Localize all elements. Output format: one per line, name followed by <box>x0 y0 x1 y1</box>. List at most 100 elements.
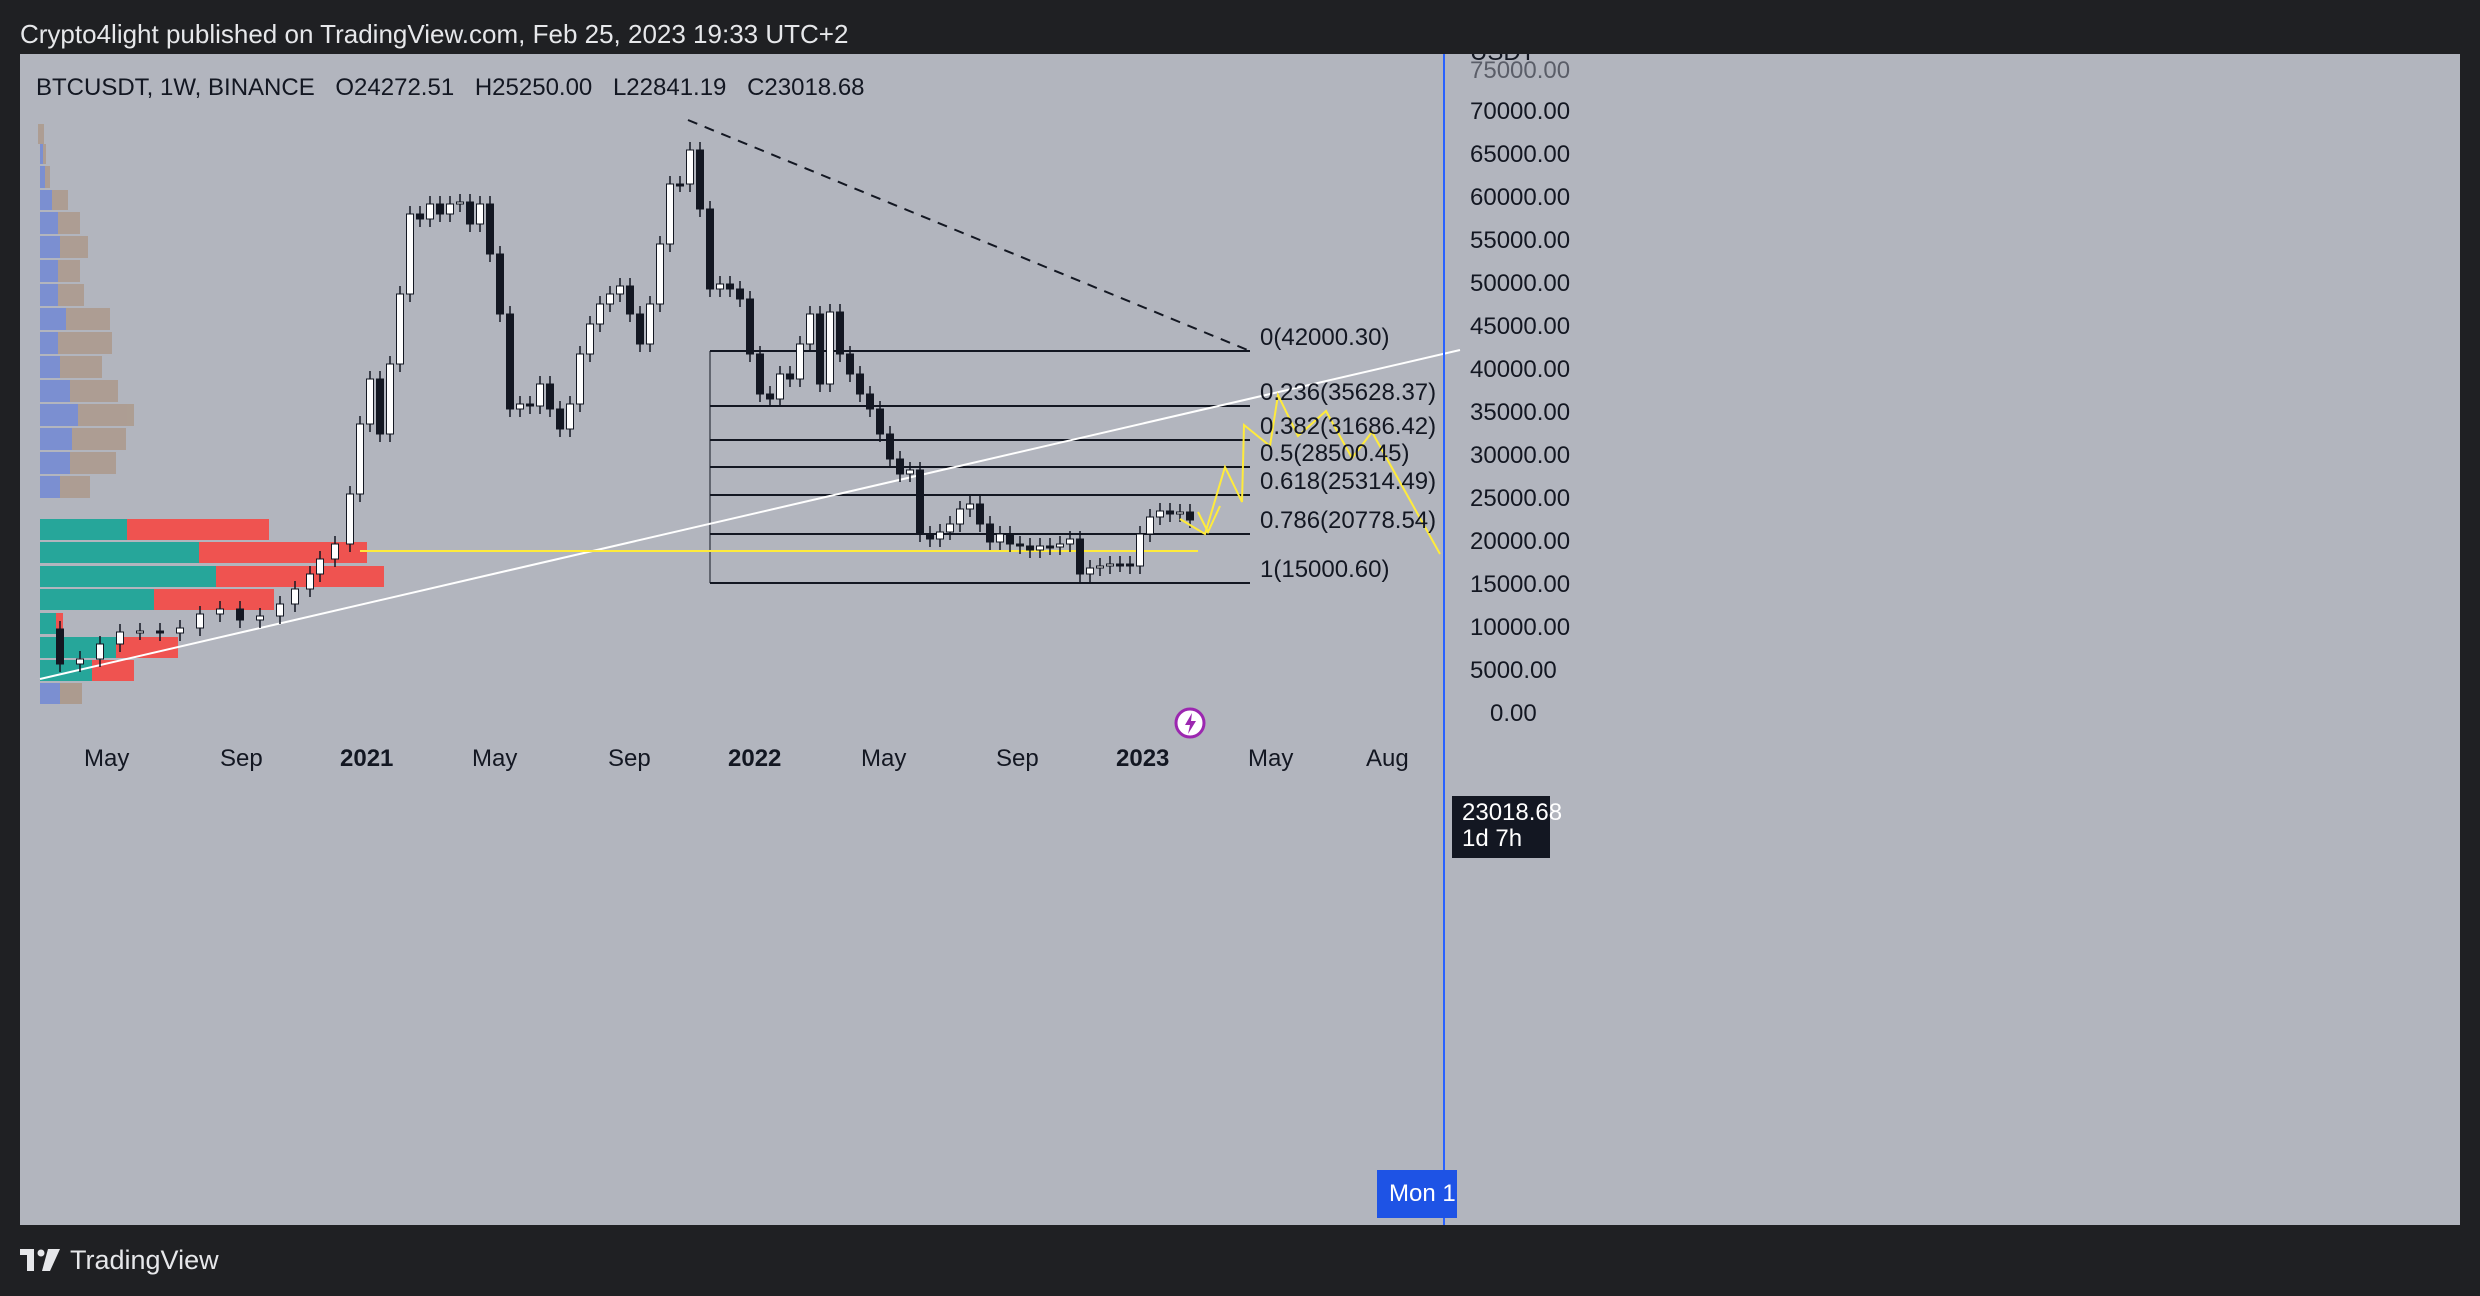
projection-path[interactable] <box>1179 391 1441 555</box>
candle-body <box>796 343 804 380</box>
price-tick: 50000.00 <box>1470 270 1570 297</box>
candle-body <box>466 201 474 225</box>
fib-label-236: 0.236(35628.37) <box>1260 379 1436 406</box>
candle-body <box>836 311 844 355</box>
candle-body <box>786 373 794 380</box>
candle-body <box>636 313 644 345</box>
candle-body <box>986 523 994 543</box>
time-label: May <box>84 745 129 772</box>
chart-frame[interactable]: 0(42000.30) 0.236(35628.37) 0.382(31686.… <box>20 54 2460 1225</box>
fib-trend-dashed-line[interactable] <box>687 119 1251 352</box>
candle-body <box>676 183 684 187</box>
candle-body <box>1056 543 1064 548</box>
fib-labels: 0(42000.30) 0.236(35628.37) 0.382(31686.… <box>1260 324 1436 583</box>
candle-body <box>256 615 264 621</box>
price-tick: 0.00 <box>1490 700 1537 727</box>
candle-body <box>646 303 654 345</box>
candle-body <box>236 608 244 621</box>
candle-body <box>96 643 104 660</box>
candle-body <box>1136 533 1144 567</box>
candle-body <box>736 288 744 300</box>
candle-body <box>1106 563 1114 567</box>
candle-body <box>726 283 734 290</box>
time-label: May <box>472 745 517 772</box>
candle-body <box>306 573 314 590</box>
candle-body <box>1036 545 1044 551</box>
projection-start <box>1197 505 1221 535</box>
candle-body <box>396 293 404 365</box>
candle-body <box>1016 543 1024 547</box>
time-label: Aug <box>1366 745 1409 772</box>
fib-label-618: 0.618(25314.49) <box>1260 468 1436 495</box>
candle-body <box>1076 538 1084 575</box>
candle-body <box>406 213 414 295</box>
time-axis[interactable]: May Sep 2021 May Sep 2022 May Sep 2023 M… <box>84 745 1409 772</box>
support-trendline[interactable] <box>39 349 1461 680</box>
symbol-label[interactable]: BTCUSDT, 1W, BINANCE <box>36 74 315 101</box>
fib-lines <box>709 350 1250 584</box>
candle-body <box>1116 563 1124 567</box>
chart-canvas[interactable]: 0(42000.30) 0.236(35628.37) 0.382(31686.… <box>20 54 2460 1225</box>
candle-body <box>376 378 384 435</box>
time-label: 2022 <box>728 745 781 772</box>
candle-body <box>766 393 774 400</box>
candle-body <box>546 383 554 410</box>
candle-body <box>346 493 354 545</box>
candle-body <box>1096 565 1104 569</box>
price-tick: 10000.00 <box>1470 614 1570 641</box>
candle-body <box>1046 545 1054 549</box>
price-tick: 35000.00 <box>1470 399 1570 426</box>
candle-body <box>696 149 704 210</box>
fib-label-382: 0.382(31686.42) <box>1260 413 1436 440</box>
crosshair-date-label: Mon 16 Oct '23 <box>1377 1170 1457 1218</box>
candle-body <box>606 293 614 305</box>
candle-body <box>1186 511 1194 521</box>
candle-body <box>956 508 964 525</box>
candle-body <box>356 423 364 495</box>
price-axis[interactable]: USDT 75000.00 70000.00 65000.00 60000.00… <box>1470 54 1570 727</box>
candle-body <box>331 543 339 560</box>
candle-body <box>176 627 184 634</box>
time-label: May <box>861 745 906 772</box>
fib-label-786: 0.786(20778.54) <box>1260 507 1436 534</box>
price-axis-currency: USDT <box>1470 54 1536 66</box>
candle-body <box>936 531 944 540</box>
candle-body <box>866 393 874 410</box>
price-tick: 45000.00 <box>1470 313 1570 340</box>
candle-body <box>526 403 534 407</box>
candle-body <box>756 353 764 395</box>
price-tick: 30000.00 <box>1470 442 1570 469</box>
candle-body <box>906 469 914 475</box>
candle-body <box>896 458 904 475</box>
lightning-icon[interactable] <box>1174 707 1206 739</box>
candlestick-series <box>56 142 1194 672</box>
candle-body <box>216 608 224 615</box>
last-price-value: 23018.68 <box>1462 799 1563 826</box>
candle-body <box>516 403 524 410</box>
candle-body <box>1006 533 1014 545</box>
footer-brand[interactable]: TradingView <box>20 1240 219 1280</box>
candle-body <box>291 588 299 605</box>
candle-body <box>856 373 864 395</box>
candle-body <box>586 323 594 355</box>
candle-body <box>116 631 124 645</box>
candle-body <box>196 613 204 629</box>
ohlc-legend[interactable]: BTCUSDT, 1W, BINANCE O24272.51 H25250.00… <box>36 74 879 102</box>
candle-body <box>876 408 884 435</box>
candle-body <box>916 469 924 535</box>
time-label: 2023 <box>1116 745 1169 772</box>
price-tick: 55000.00 <box>1470 227 1570 254</box>
candle-body <box>76 658 84 665</box>
tradingview-logo-icon <box>20 1249 60 1271</box>
fib-label-0: 0(42000.30) <box>1260 324 1389 351</box>
candle-body <box>886 433 894 460</box>
candle-body <box>476 203 484 225</box>
time-label: Sep <box>996 745 1039 772</box>
candle-body <box>816 313 824 385</box>
time-label: 2021 <box>340 745 393 772</box>
close-value: C23018.68 <box>747 74 865 101</box>
price-tick: 60000.00 <box>1470 184 1570 211</box>
price-tick: 25000.00 <box>1470 485 1570 512</box>
candle-body <box>776 373 784 400</box>
candle-body <box>426 203 434 220</box>
